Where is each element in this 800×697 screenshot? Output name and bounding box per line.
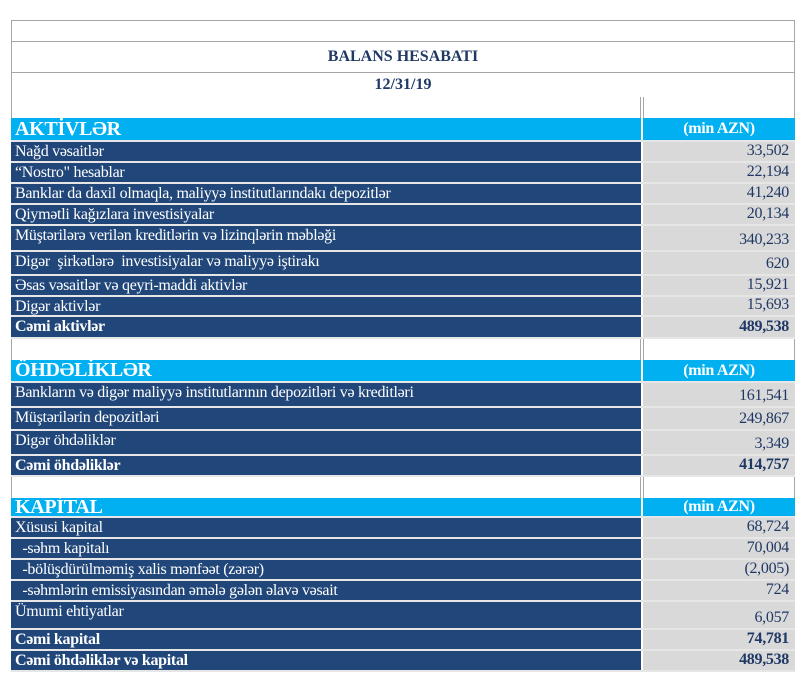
- row-label: -səhm kapitalı: [11, 539, 641, 558]
- row-label: Digər aktivlər: [11, 297, 641, 315]
- spacer-row: [11, 97, 795, 118]
- row-label: Ümumi ehtiyatlar: [11, 602, 641, 628]
- row-value: 15,693: [643, 296, 795, 315]
- row-label: Əsas vəsaitlər və qeyri-maddi aktivlər: [11, 276, 641, 295]
- table-row: Qiymətli kağızlara investisiyalar 20,134: [11, 205, 795, 226]
- row-value: 249,867: [643, 408, 795, 429]
- table-row: Digər şirkətlərə investisiyalar və maliy…: [11, 252, 795, 276]
- row-label: Cəmi öhdəliklər və kapital: [11, 651, 641, 670]
- row-value: 3,349: [643, 431, 795, 454]
- table-row: -bölüşdürülməmiş xalis mənfəət (zərər) (2…: [11, 560, 795, 581]
- row-label: Bankların və digər maliyyə institutların…: [11, 383, 641, 406]
- row-value: 414,757: [643, 456, 795, 475]
- table-row: Digər aktivlər 15,693: [11, 296, 795, 317]
- row-label: Cəmi aktivlər: [11, 317, 641, 337]
- row-value: 489,538: [643, 651, 795, 670]
- report-title: BALANS HESABATI: [11, 41, 795, 72]
- spacer-cell: [643, 477, 795, 498]
- report-date: 12/31/19: [11, 72, 795, 97]
- row-value: 620: [643, 252, 795, 274]
- total-row: Cəmi öhdəliklər və kapital 489,538: [11, 651, 795, 672]
- row-value: 33,502: [643, 142, 795, 161]
- row-label: Cəmi öhdəliklər: [11, 456, 641, 475]
- spacer-cell: [11, 339, 641, 360]
- row-value: 6,057: [643, 602, 795, 628]
- row-value: (2,005): [643, 560, 795, 579]
- row-label: Xüsusi kapital: [11, 518, 641, 537]
- row-value: 68,724: [643, 518, 795, 537]
- table-row: Digər öhdəliklər 3,349: [11, 431, 795, 456]
- table-row: -səhmlərin emissiyasından əmələ gələn əl…: [11, 581, 795, 602]
- table-row: “Nostro" hesablar 22,194: [11, 163, 795, 184]
- table-row: Banklar da daxil olmaqla, maliyyə instit…: [11, 184, 795, 205]
- total-row: Cəmi öhdəliklər 414,757: [11, 456, 795, 477]
- spacer-cell: [11, 97, 641, 118]
- unit-label: (min AZN): [643, 118, 795, 140]
- row-value: 340,233: [643, 226, 795, 250]
- spacer-row: [11, 477, 795, 498]
- total-row: Cəmi aktivlər 489,538: [11, 317, 795, 339]
- total-row: Cəmi kapital 74,781: [11, 630, 795, 651]
- row-value: 22,194: [643, 163, 795, 182]
- row-value: 74,781: [643, 630, 795, 649]
- row-value: 161,541: [643, 383, 795, 406]
- row-value: 70,004: [643, 539, 795, 558]
- assets-section-header: AKTİVLƏR (min AZN): [11, 118, 795, 142]
- table-row: Xüsusi kapital 68,724: [11, 518, 795, 539]
- table-row: Bankların və digər maliyyə institutların…: [11, 383, 795, 408]
- row-label: Qiymətli kağızlara investisiyalar: [11, 205, 641, 224]
- liabilities-section-header: ÖHDƏLİKLƏR (min AZN): [11, 359, 795, 383]
- empty-row: [11, 20, 795, 41]
- section-heading: AKTİVLƏR: [11, 118, 641, 140]
- row-label: Digər öhdəliklər: [11, 431, 641, 454]
- row-label: Cəmi kapital: [11, 630, 641, 649]
- table-row: Ümumi ehtiyatlar 6,057: [11, 602, 795, 630]
- row-label: “Nostro" hesablar: [11, 163, 641, 182]
- row-value: 20,134: [643, 205, 795, 224]
- balance-sheet: BALANS HESABATI 12/31/19 AKTİVLƏR (min AZ…: [11, 20, 795, 672]
- capital-section-header: KAPİTAL (min AZN): [11, 496, 795, 518]
- row-label: Digər şirkətlərə investisiyalar və maliy…: [11, 252, 641, 274]
- table-row: Müştərilərin depozitləri 249,867: [11, 408, 795, 431]
- spacer-cell: [11, 477, 641, 498]
- row-value: 489,538: [643, 317, 795, 337]
- row-label: -səhmlərin emissiyasından əmələ gələn əl…: [11, 581, 641, 600]
- row-label: -bölüşdürülməmiş xalis mənfəət (zərər): [11, 560, 641, 579]
- row-label: Nağd vəsaitlər: [11, 142, 641, 161]
- row-label: Müştərilərin depozitləri: [11, 408, 641, 429]
- table-row: -səhm kapitalı 70,004: [11, 539, 795, 560]
- spacer-row: [11, 339, 795, 360]
- table-row: Müştərilərə verilən kreditlərin və lizin…: [11, 226, 795, 252]
- row-label: Banklar da daxil olmaqla, maliyyə instit…: [11, 184, 641, 203]
- spacer-cell: [643, 97, 795, 118]
- row-value: 15,921: [643, 276, 795, 295]
- row-label: Müştərilərə verilən kreditlərin və lizin…: [11, 226, 641, 250]
- spacer-cell: [643, 339, 795, 360]
- unit-label: (min AZN): [643, 498, 795, 516]
- unit-label: (min AZN): [643, 360, 795, 381]
- table-row: Nağd vəsaitlər 33,502: [11, 142, 795, 163]
- table-row: Əsas vəsaitlər və qeyri-maddi aktivlər 15…: [11, 276, 795, 297]
- row-value: 724: [643, 581, 795, 600]
- row-value: 41,240: [643, 184, 795, 203]
- section-heading: ÖHDƏLİKLƏR: [11, 359, 641, 381]
- section-heading: KAPİTAL: [11, 496, 641, 518]
